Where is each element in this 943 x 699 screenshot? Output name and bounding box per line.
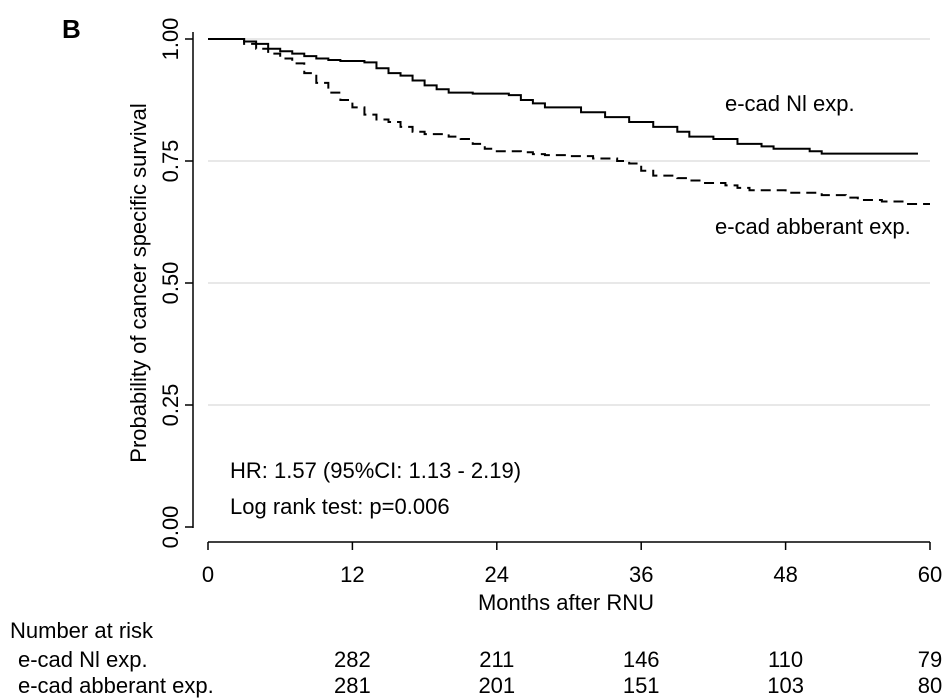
risk-table-value: 80 <box>918 673 942 698</box>
y-tick-label: 0.00 <box>158 506 183 549</box>
x-axis-title: Months after RNU <box>478 590 654 615</box>
risk-table-value: 211 <box>479 647 514 672</box>
series-label-normal: e-cad Nl exp. <box>725 91 855 116</box>
x-tick-label: 24 <box>485 562 509 587</box>
panel-label: B <box>62 14 81 44</box>
y-axis-title: Probability of cancer specific survival <box>126 103 151 462</box>
x-tick-label: 0 <box>202 562 214 587</box>
risk-table-value: 282 <box>334 647 371 672</box>
y-tick-label: 0.50 <box>158 262 183 305</box>
risk-row-label-normal: e-cad Nl exp. <box>18 647 148 672</box>
y-tick-label: 0.75 <box>158 140 183 183</box>
risk-row-label-aberrant: e-cad abberant exp. <box>18 673 214 698</box>
x-tick-label: 48 <box>773 562 797 587</box>
x-axis-ticks: 0 12 24 36 48 60 <box>202 542 942 587</box>
series-layer <box>208 38 930 205</box>
y-axis-ticks: 0.00 0.25 0.50 0.75 1.00 <box>158 18 193 549</box>
x-tick-label: 60 <box>918 562 942 587</box>
risk-table-title: Number at risk <box>10 618 154 643</box>
risk-table-value: 201 <box>478 673 515 698</box>
survival-curve-normal <box>208 38 918 155</box>
x-tick-label: 36 <box>629 562 653 587</box>
risk-table-values: 282 211 146 110 79 281 201 151 103 80 <box>334 647 942 698</box>
risk-table-value: 110 <box>768 647 803 672</box>
series-label-aberrant: e-cad abberant exp. <box>715 214 911 239</box>
x-tick-label: 12 <box>340 562 364 587</box>
risk-table-value: 151 <box>623 673 660 698</box>
survival-curve-aberrant <box>208 38 930 205</box>
y-tick-label: 1.00 <box>158 18 183 61</box>
hazard-ratio-text: HR: 1.57 (95%CI: 1.13 - 2.19) <box>230 458 521 483</box>
risk-table-value: 281 <box>334 673 371 698</box>
y-tick-label: 0.25 <box>158 384 183 427</box>
log-rank-text: Log rank test: p=0.006 <box>230 494 450 519</box>
risk-table-value: 79 <box>918 647 942 672</box>
risk-table-value: 146 <box>623 647 660 672</box>
gridlines <box>208 38 930 406</box>
risk-table-value: 103 <box>767 673 804 698</box>
